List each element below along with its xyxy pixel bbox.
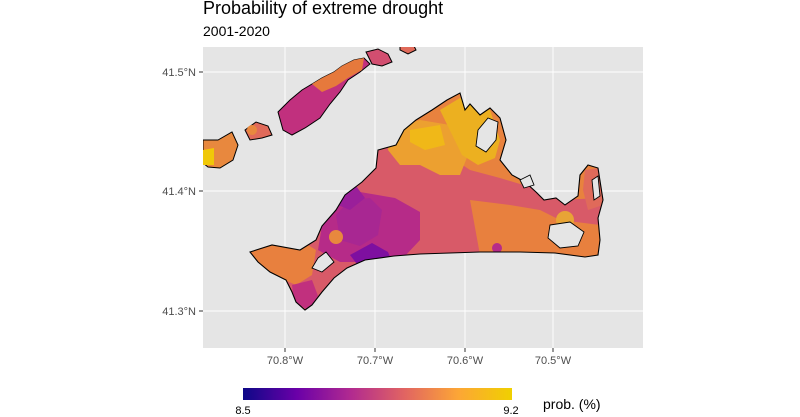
x-tick-label: 70.5°W: [535, 355, 572, 367]
legend-max-label: 9.2: [503, 405, 518, 417]
y-tick-label: 41.5°N: [162, 67, 196, 79]
y-tick-label: 41.4°N: [162, 186, 196, 198]
coastline: [249, 92, 604, 311]
map-title: Probability of extreme drought: [203, 0, 444, 18]
elizabeth-island-highlights: [203, 58, 364, 165]
legend-colorbar: [243, 388, 512, 400]
x-tick-label: 70.6°W: [447, 355, 484, 367]
ponds: [311, 117, 601, 273]
x-tick-label: 70.8°W: [267, 355, 304, 367]
gridlines: [203, 47, 643, 348]
legend-min-label: 8.5: [235, 405, 250, 417]
map-subtitle: 2001-2020: [203, 23, 270, 39]
x-tick-label: 70.7°W: [357, 355, 394, 367]
y-tick-label: 41.3°N: [162, 306, 196, 318]
legend-title: prob. (%): [543, 396, 601, 412]
axis-ticks: [199, 71, 554, 352]
legend: 8.5 9.2 prob. (%): [235, 388, 601, 417]
